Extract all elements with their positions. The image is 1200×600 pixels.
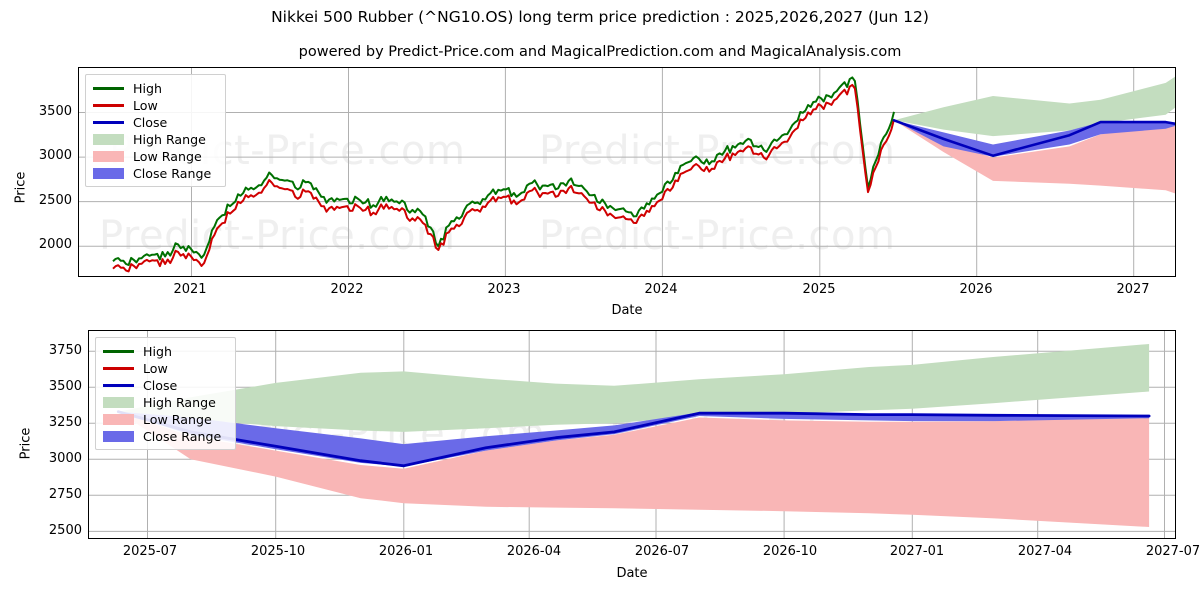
detail-xtick-2026-04: 2026-04 xyxy=(506,544,562,559)
detail-xtick-2027-01: 2027-01 xyxy=(889,544,945,559)
legend-label-high-detail: High xyxy=(143,344,172,359)
page-subtitle: powered by Predict-Price.com and Magical… xyxy=(298,44,902,60)
legend-swatch-close-range xyxy=(93,168,124,179)
overview-plot-area: Predict-Price.com Predict-Price.com Pred… xyxy=(78,67,1176,277)
legend-item-high-range[interactable]: High Range xyxy=(93,131,217,148)
detail-ytick-2500: 2500 xyxy=(48,523,82,538)
overview-ytick-2500: 2500 xyxy=(38,193,72,208)
overview-xtick-2027: 2027 xyxy=(1116,282,1150,297)
overview-ytick-3000: 3000 xyxy=(38,148,72,163)
overview-xtick-2021: 2021 xyxy=(173,282,207,297)
legend-label-close-detail: Close xyxy=(143,378,178,393)
overview-y-axis-label: Price xyxy=(13,171,29,204)
legend-label-close: Close xyxy=(133,115,168,130)
legend-swatch-high-range xyxy=(93,134,124,145)
overview-xtick-2025: 2025 xyxy=(802,282,836,297)
detail-legend: High Low Close High Range Low Range Clos… xyxy=(95,337,236,450)
legend-swatch-high-line xyxy=(93,87,124,90)
detail-plot-area: Predict-Price.com Predict-Price.com xyxy=(88,330,1176,539)
legend-item-low[interactable]: Low xyxy=(93,97,217,114)
detail-ytick-3250: 3250 xyxy=(48,415,82,430)
legend-item-high[interactable]: High xyxy=(93,80,217,97)
detail-close-line xyxy=(116,410,1151,468)
legend-label-low: Low xyxy=(133,98,158,113)
detail-ytick-2750: 2750 xyxy=(48,487,82,502)
legend-label-high: High xyxy=(133,81,162,96)
legend-label-close-range-detail: Close Range xyxy=(143,429,222,444)
legend-item-low-range[interactable]: Low Range xyxy=(93,148,217,165)
overview-ytick-2000: 2000 xyxy=(38,237,72,252)
overview-gridlines xyxy=(79,68,1175,276)
detail-ytick-3000: 3000 xyxy=(48,451,82,466)
legend-swatch-high-line-detail xyxy=(103,350,134,353)
detail-xtick-2025-07: 2025-07 xyxy=(122,544,178,559)
legend-swatch-close-range-detail xyxy=(103,431,134,442)
legend-label-low-range-detail: Low Range xyxy=(143,412,212,427)
legend-item-high-detail[interactable]: High xyxy=(103,343,227,360)
legend-label-high-range: High Range xyxy=(133,132,206,147)
legend-item-close-range-detail[interactable]: Close Range xyxy=(103,428,227,445)
legend-item-low-range-detail[interactable]: Low Range xyxy=(103,411,227,428)
overview-history-high xyxy=(112,76,895,266)
overview-x-axis-label: Date xyxy=(611,303,643,318)
overview-close-range-band xyxy=(894,120,1175,157)
detail-xtick-2026-07: 2026-07 xyxy=(634,544,690,559)
legend-label-low-range: Low Range xyxy=(133,149,202,164)
legend-swatch-close-line-detail xyxy=(103,384,134,387)
legend-label-close-range: Close Range xyxy=(133,166,212,181)
overview-xtick-2026: 2026 xyxy=(959,282,993,297)
legend-swatch-close-line xyxy=(93,121,124,124)
overview-chart-svg xyxy=(79,68,1175,276)
overview-history-group xyxy=(112,76,895,273)
detail-ytick-3500: 3500 xyxy=(48,379,82,394)
forecast-detail-panel: Price Predict-Price.com Predict-Price.co… xyxy=(0,326,1200,600)
overview-low-range-band xyxy=(894,120,1175,194)
overview-xtick-2023: 2023 xyxy=(487,282,521,297)
overview-xtick-2022: 2022 xyxy=(330,282,364,297)
overview-xtick-2024: 2024 xyxy=(644,282,678,297)
overview-history-low xyxy=(112,83,895,273)
legend-item-close-range[interactable]: Close Range xyxy=(93,165,217,182)
page-title: Nikkei 500 Rubber (^NG10.OS) long term p… xyxy=(271,8,929,26)
detail-chart-svg xyxy=(89,331,1175,538)
detail-xtick-2027-04: 2027-04 xyxy=(1017,544,1073,559)
detail-xtick-2027-07: 2027-07 xyxy=(1145,544,1200,559)
legend-item-high-range-detail[interactable]: High Range xyxy=(103,394,227,411)
legend-swatch-high-range-detail xyxy=(103,397,134,408)
detail-ytick-3750: 3750 xyxy=(48,343,82,358)
overview-legend: High Low Close High Range Low Range Clos… xyxy=(85,74,226,187)
detail-xtick-2025-10: 2025-10 xyxy=(250,544,306,559)
detail-close-range-band xyxy=(118,411,1150,467)
legend-swatch-low-line-detail xyxy=(103,367,134,370)
legend-swatch-low-range xyxy=(93,151,124,162)
detail-low-range-band xyxy=(118,411,1150,527)
overview-close-line xyxy=(892,118,1175,157)
overview-ytick-3500: 3500 xyxy=(38,104,72,119)
legend-swatch-low-line xyxy=(93,104,124,107)
legend-item-close-detail[interactable]: Close xyxy=(103,377,227,394)
legend-item-close[interactable]: Close xyxy=(93,114,217,131)
legend-label-high-range-detail: High Range xyxy=(143,395,216,410)
legend-label-low-detail: Low xyxy=(143,361,168,376)
overview-panel: Price Predict-Price.com Predict-Price.co… xyxy=(0,60,1200,320)
detail-xtick-2026-01: 2026-01 xyxy=(378,544,434,559)
legend-swatch-low-range-detail xyxy=(103,414,134,425)
detail-xtick-2026-10: 2026-10 xyxy=(762,544,818,559)
detail-x-axis-label: Date xyxy=(616,566,648,581)
legend-item-low-detail[interactable]: Low xyxy=(103,360,227,377)
detail-high-range-band xyxy=(118,344,1150,432)
